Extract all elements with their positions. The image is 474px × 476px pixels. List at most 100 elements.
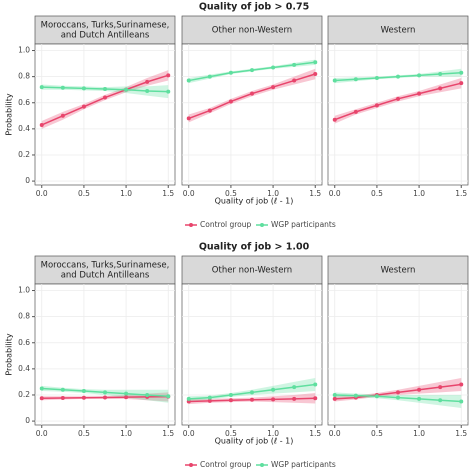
legend-label: Control group — [200, 460, 252, 469]
y-tick-label: 1.0 — [18, 46, 30, 55]
point — [207, 398, 212, 403]
y-axis-label: Probability — [5, 93, 14, 136]
point — [271, 85, 276, 90]
plot-area — [181, 43, 323, 186]
point — [228, 398, 233, 403]
panel-title: Moroccans, Turks,Surinamese, — [41, 21, 170, 31]
x-tick-label: 1.5 — [162, 429, 174, 438]
legend-key — [189, 223, 193, 227]
point — [228, 99, 233, 104]
x-tick-label: 1.0 — [120, 189, 132, 198]
y-axis-label: Probability — [5, 333, 14, 376]
x-tick-label: 1.5 — [309, 429, 321, 438]
point — [81, 389, 86, 394]
strip — [34, 255, 176, 285]
x-tick-label: 0.0 — [183, 429, 195, 438]
x-tick-label: 0.5 — [78, 429, 90, 438]
chart-title: Quality of job > 1.00 — [199, 242, 310, 253]
point — [186, 78, 191, 83]
point — [292, 385, 297, 390]
point — [250, 68, 254, 73]
strip — [327, 255, 469, 285]
panel-title: Moroccans, Turks,Surinamese, — [41, 261, 170, 271]
point — [207, 108, 212, 113]
point — [438, 86, 443, 91]
point — [145, 79, 150, 84]
point — [313, 382, 318, 387]
y-tick-label: 0.4 — [18, 364, 30, 373]
point — [228, 392, 233, 397]
point — [250, 390, 254, 395]
point — [332, 78, 337, 83]
x-tick-label: 0.0 — [183, 189, 195, 198]
point — [166, 394, 171, 399]
point — [81, 395, 86, 400]
y-tick-label: 0 — [25, 176, 30, 185]
x-tick-label: 0.0 — [36, 189, 48, 198]
y-tick-label: 0.6 — [18, 338, 30, 347]
point — [353, 109, 358, 114]
chart-title: Quality of job > 0.75 — [199, 2, 309, 13]
x-tick-label: 1.5 — [162, 189, 174, 198]
point — [39, 122, 44, 127]
x-tick-label: 1.5 — [455, 189, 467, 198]
point — [396, 74, 400, 79]
point — [396, 390, 400, 395]
point — [438, 398, 443, 403]
point — [124, 87, 129, 92]
point — [332, 392, 337, 397]
panel-title: Other non-Western — [212, 266, 292, 276]
point — [186, 116, 191, 121]
point — [81, 86, 86, 91]
point — [145, 89, 150, 93]
x-tick-label: 1.5 — [455, 429, 467, 438]
point — [124, 391, 129, 396]
point — [60, 395, 65, 400]
point — [374, 394, 379, 399]
point — [166, 73, 171, 78]
point — [124, 395, 129, 400]
point — [271, 397, 276, 402]
point — [417, 387, 422, 392]
point — [417, 91, 422, 96]
point — [103, 390, 107, 395]
point — [459, 382, 464, 387]
panel-title: and Dutch Antilleans — [61, 31, 150, 41]
point — [417, 73, 422, 78]
plot-area — [327, 43, 469, 186]
point — [459, 399, 464, 404]
panel-title: Western — [381, 266, 416, 276]
x-axis-label: Quality of job (ℓ - 1) — [215, 197, 294, 206]
point — [396, 395, 400, 400]
point — [145, 392, 150, 397]
point — [459, 81, 464, 86]
point — [39, 85, 44, 90]
strip — [181, 15, 323, 45]
x-tick-label: 1.0 — [120, 429, 132, 438]
y-tick-label: 0.6 — [18, 98, 30, 107]
point — [186, 396, 191, 401]
point — [292, 396, 297, 401]
point — [313, 72, 318, 77]
point — [60, 387, 65, 392]
x-axis-label: Quality of job (ℓ - 1) — [215, 437, 294, 446]
y-tick-label: 0.2 — [18, 390, 30, 399]
plot-area — [34, 283, 176, 426]
point — [332, 117, 337, 122]
legend-key — [189, 463, 193, 467]
point — [438, 72, 443, 77]
strip — [181, 255, 323, 285]
point — [103, 395, 107, 400]
point — [250, 91, 254, 96]
point — [39, 396, 44, 401]
x-tick-label: 0.5 — [78, 189, 90, 198]
x-tick-label: 0.5 — [225, 429, 237, 438]
point — [271, 65, 276, 70]
y-tick-label: 0 — [25, 416, 30, 425]
point — [166, 89, 171, 94]
legend-label: Control group — [200, 220, 252, 229]
point — [60, 113, 65, 118]
point — [60, 85, 65, 90]
point — [332, 396, 337, 401]
